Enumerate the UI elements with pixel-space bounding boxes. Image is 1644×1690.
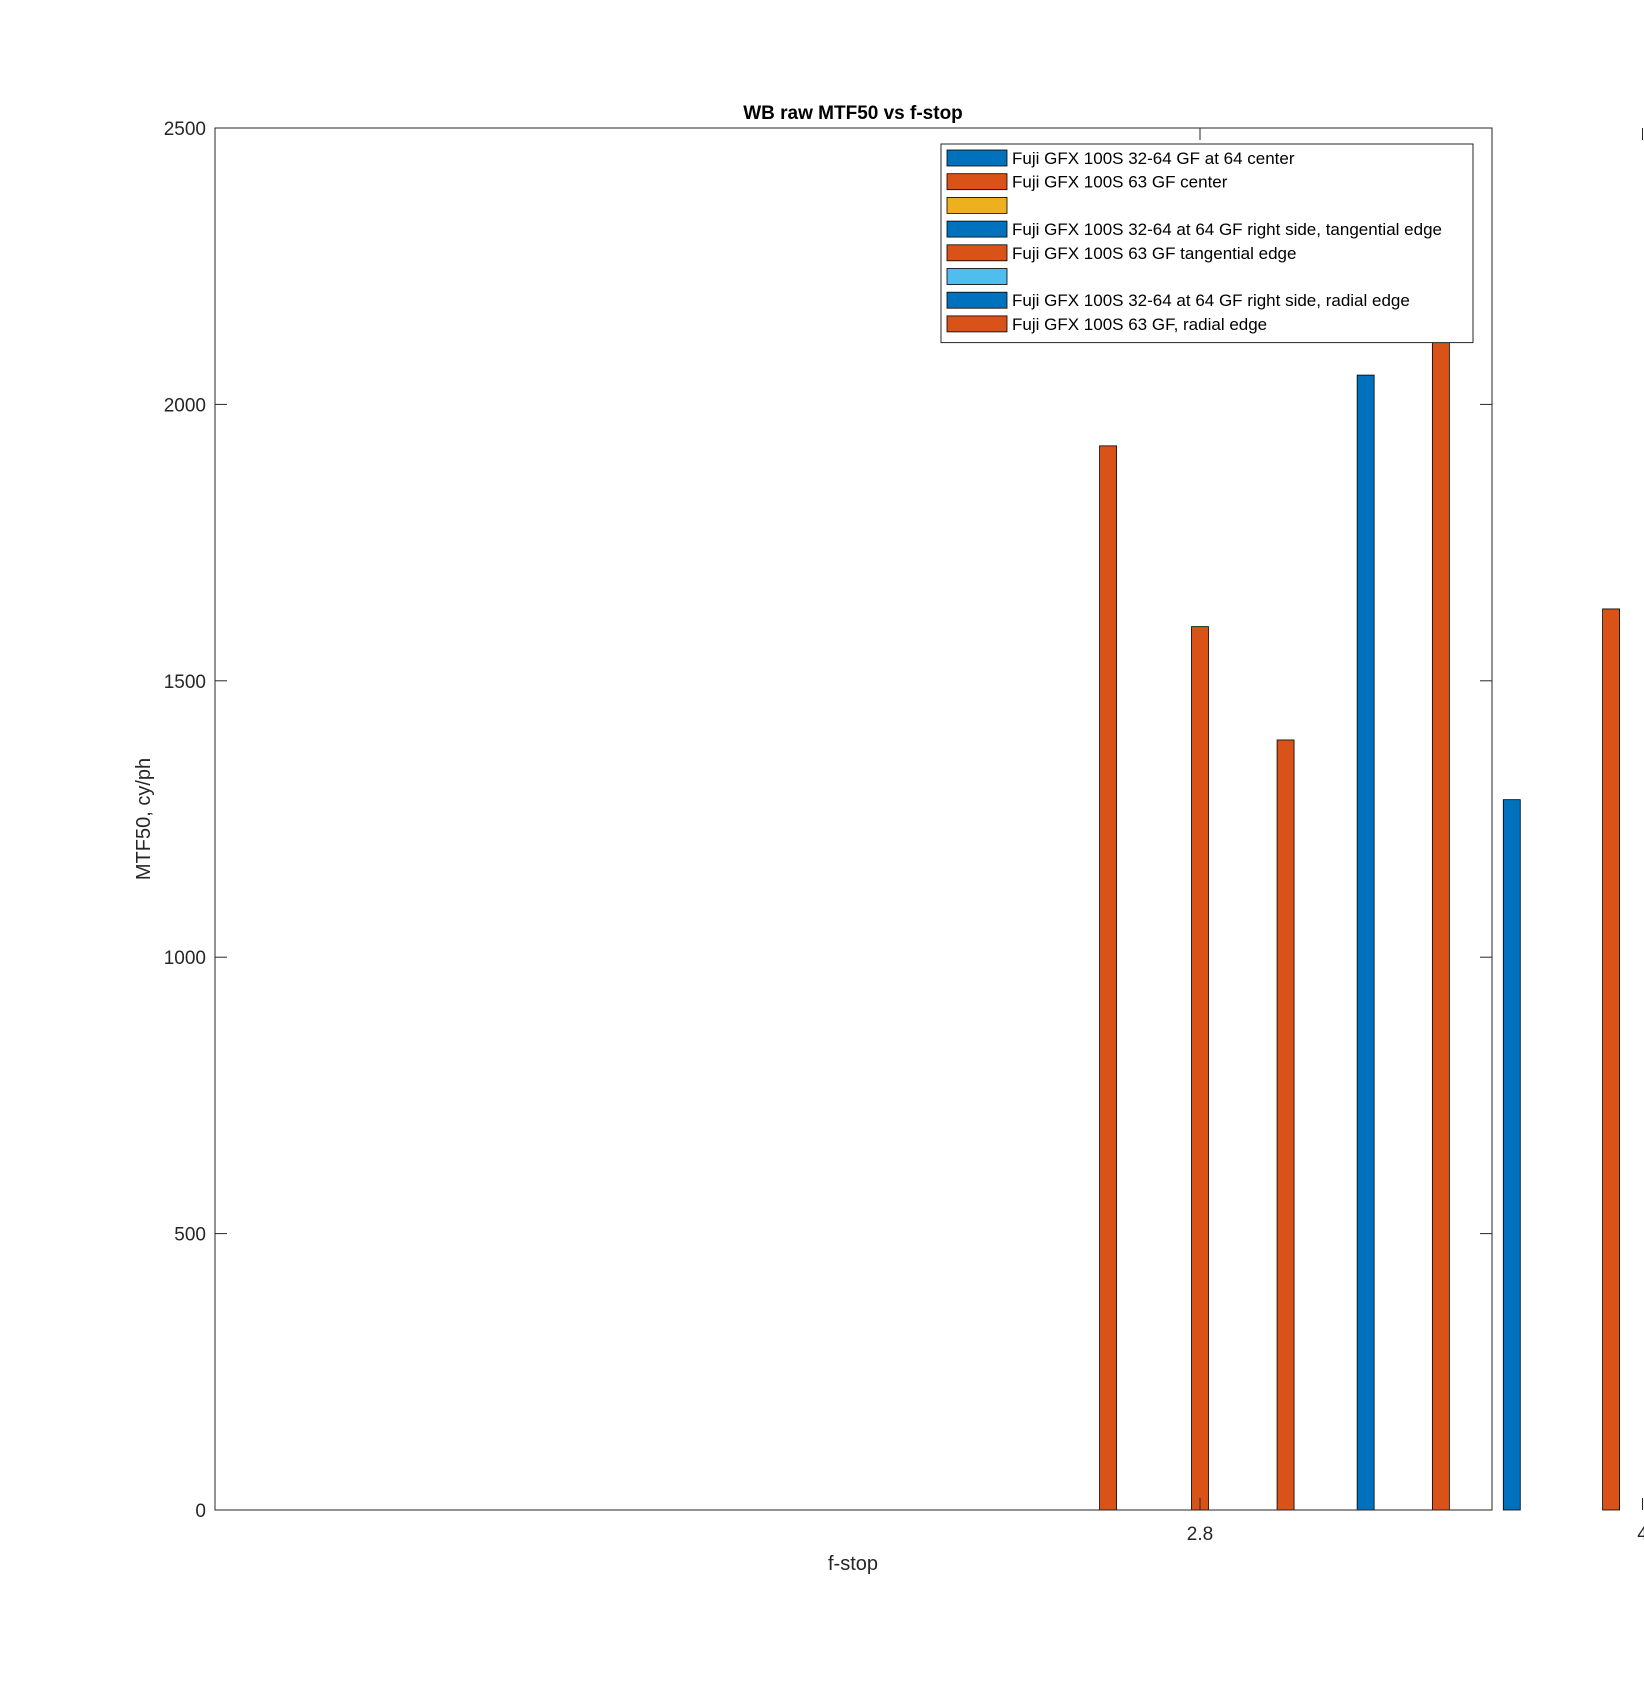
bar: [1276, 739, 1295, 1511]
bar: [1502, 799, 1521, 1511]
legend-label: Fuji GFX 100S 32-64 GF at 64 center: [1012, 149, 1295, 168]
y-tick-label: 1000: [164, 948, 206, 969]
legend-box: [940, 143, 1474, 344]
x-tick-label: 4: [1637, 1524, 1644, 1545]
bar: [1356, 374, 1375, 1511]
legend-swatch: [946, 244, 1008, 262]
plot-frame: [214, 127, 1493, 1511]
legend-swatch: [946, 315, 1008, 333]
legend-swatch: [946, 268, 1008, 285]
y-tick-label: 2500: [164, 119, 206, 140]
legend-swatch: [946, 220, 1008, 238]
y-axis-label: MTF50, cy/ph: [133, 758, 155, 880]
legend-swatch: [946, 149, 1008, 167]
y-tick-label: 2000: [164, 395, 206, 416]
legend-label: Fuji GFX 100S 63 GF, radial edge: [1012, 315, 1267, 334]
legend-label: Fuji GFX 100S 63 GF tangential edge: [1012, 244, 1296, 263]
y-tick-label: 1500: [164, 672, 206, 693]
y-axis: 0 500 1000 1500 2000 2500: [164, 119, 1492, 1522]
legend-label: Fuji GFX 100S 32-64 at 64 GF right side,…: [1012, 291, 1410, 310]
bar: [1099, 445, 1117, 1511]
y-tick-label: 500: [174, 1225, 206, 1246]
bar: [1431, 337, 1450, 1511]
legend-swatch: [946, 173, 1008, 191]
bar: [1602, 608, 1620, 1511]
bar: [1191, 626, 1209, 1511]
legend-label: Fuji GFX 100S 32-64 at 64 GF right side,…: [1012, 220, 1442, 239]
legend-swatch: [946, 291, 1008, 309]
x-axis: 2.845.681116: [1187, 128, 1644, 1545]
chart-title: WB raw MTF50 vs f-stop: [743, 103, 963, 124]
y-tick-label: 0: [195, 1501, 206, 1522]
bars-layer: [1099, 337, 1620, 1511]
legend-label: Fuji GFX 100S 63 GF center: [1012, 173, 1228, 192]
legend: Fuji GFX 100S 32-64 GF at 64 center Fuji …: [940, 143, 1474, 344]
x-tick-label: 2.8: [1187, 1524, 1213, 1545]
x-axis-label: f-stop: [828, 1553, 878, 1575]
legend-swatch: [946, 196, 1008, 214]
